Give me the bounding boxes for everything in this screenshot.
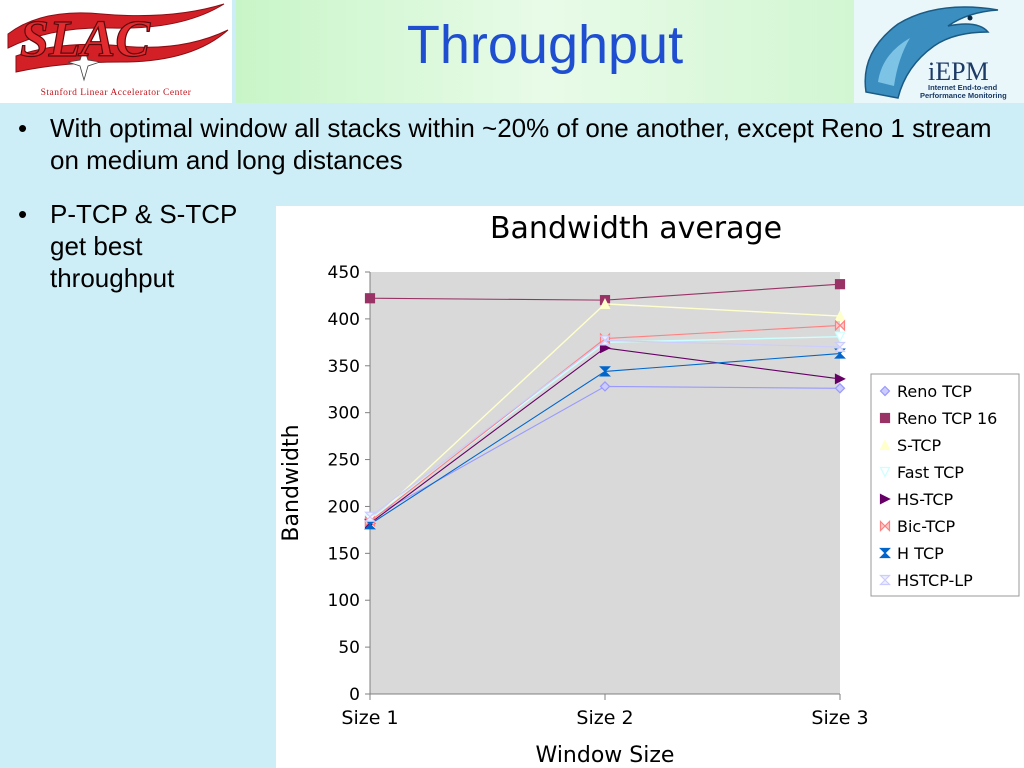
legend-box [870, 373, 1020, 597]
iepm-subtitle-line2: Performance Monitoring [920, 91, 1007, 100]
header-title-area [236, 0, 854, 103]
y-tick-label: 50 [338, 638, 360, 658]
data-point [364, 293, 376, 304]
legend: Reno TCP Reno TCP 16 S-TCP Fast TCP HS-TCP Bi… [879, 382, 997, 590]
iepm-dolphin-logo: iEPM Internet End-to-end Performance Mon… [864, 6, 1007, 100]
bullet-item: • With optimal window all stacks within … [18, 112, 1018, 182]
data-point [834, 310, 846, 322]
legend-label: Bic-TCP [897, 517, 956, 536]
y-tick-label: 150 [328, 544, 360, 564]
series-hstcp-lp [364, 335, 846, 522]
legend-label: HS-TCP [897, 490, 954, 509]
series-layer [364, 279, 846, 530]
y-tick-label: 100 [328, 591, 360, 611]
legend-item: S-TCP [879, 436, 941, 455]
data-point [599, 366, 611, 377]
slac-logo-text: SLAC [20, 11, 151, 68]
bullet-item: • P-TCP & S-TCP get best throughput [18, 198, 278, 308]
data-point [599, 381, 611, 392]
y-tick-label: 200 [328, 497, 360, 517]
legend-marker [879, 439, 891, 451]
x-axis-ticks: Size 1 Size 2 Size 3 [341, 694, 869, 729]
data-point [834, 319, 846, 332]
y-axis-label: Bandwidth [279, 424, 304, 541]
bullet-marker: • [18, 199, 28, 229]
series-h-tcp [364, 348, 846, 530]
data-point [834, 279, 846, 290]
legend-marker [879, 547, 891, 559]
data-point [599, 298, 611, 309]
legend-marker [879, 493, 891, 505]
bullet-text: P-TCP & S-TCP get best throughput [50, 199, 237, 293]
legend-item: HS-TCP [879, 490, 954, 509]
legend-label: HSTCP-LP [897, 571, 973, 590]
data-point [834, 373, 846, 385]
chart-title: Bandwidth average [490, 211, 782, 246]
legend-marker [879, 466, 891, 478]
y-tick-label: 400 [328, 310, 360, 330]
x-axis-label: Window Size [536, 743, 675, 768]
legend-marker [879, 412, 891, 424]
x-tick-label: Size 3 [811, 707, 868, 729]
legend-marker [879, 520, 891, 532]
data-point [599, 342, 611, 354]
iepm-subtitle-line1: Internet End-to-end [928, 83, 998, 92]
iepm-logo-text: iEPM [928, 57, 989, 86]
legend-item: Fast TCP [879, 463, 964, 482]
bullet-marker: • [18, 113, 28, 143]
legend-marker [879, 385, 891, 397]
y-tick-label: 450 [328, 263, 360, 283]
data-point [834, 331, 846, 343]
legend-item: Bic-TCP [879, 517, 956, 536]
data-point [364, 511, 376, 522]
legend-item: H TCP [879, 544, 944, 563]
chart-panel: Bandwidth average Window Size Bandwidth … [276, 206, 1024, 768]
y-axis-ticks: 0 50 100 150 200 250 300 350 400 450 [328, 263, 370, 705]
data-point [599, 335, 611, 346]
x-tick-label: Size 1 [341, 707, 398, 729]
legend-label: Reno TCP [897, 382, 972, 401]
legend-item: HSTCP-LP [879, 571, 973, 590]
x-tick-label: Size 2 [576, 707, 633, 729]
legend-item: Reno TCP [879, 382, 972, 401]
data-point [834, 382, 846, 394]
data-point [834, 341, 846, 353]
slac-subtitle: Stanford Linear Accelerator Center [40, 88, 192, 98]
y-tick-label: 300 [328, 404, 360, 424]
slide-title: Throughput [406, 15, 684, 75]
y-tick-label: 0 [349, 685, 360, 705]
legend-label: Reno TCP 16 [897, 409, 997, 428]
bandwidth-chart: Bandwidth average Window Size Bandwidth … [279, 211, 1020, 768]
legend-label: H TCP [897, 544, 944, 563]
legend-marker [879, 574, 891, 586]
slac-logo: SLAC [7, 3, 229, 82]
y-tick-label: 350 [328, 357, 360, 377]
legend-label: Fast TCP [897, 463, 964, 482]
legend-label: S-TCP [897, 436, 941, 455]
legend-item: Reno TCP 16 [879, 409, 997, 428]
y-tick-label: 250 [328, 451, 360, 471]
plot-area [370, 272, 840, 694]
bullet-text: With optimal window all stacks within ~2… [50, 113, 992, 175]
